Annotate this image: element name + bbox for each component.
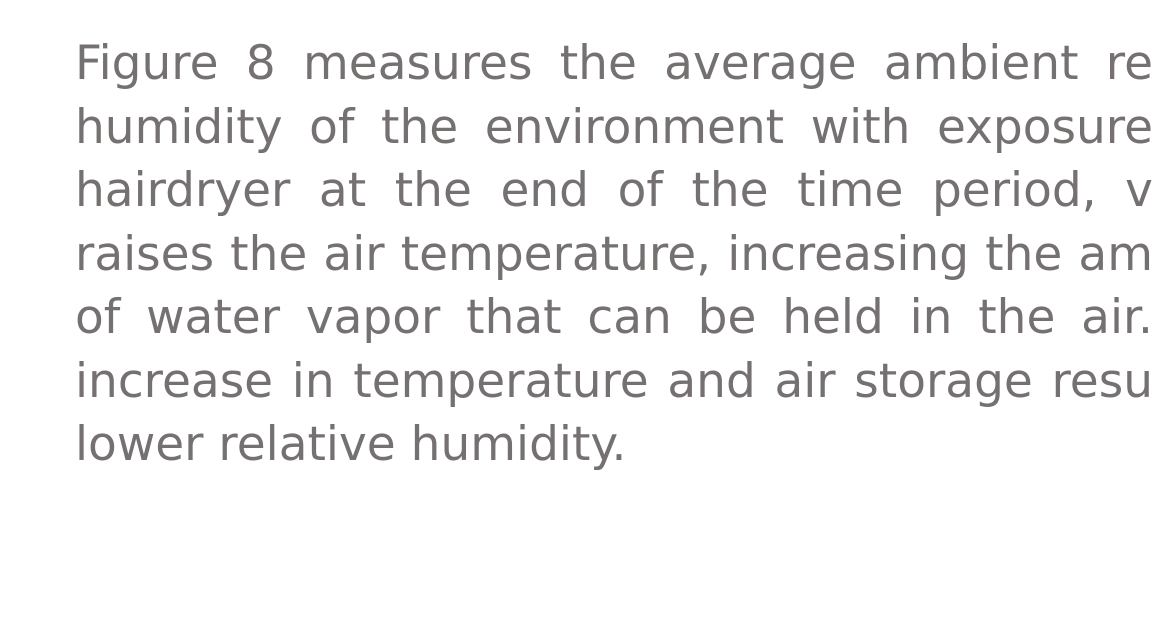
- text-line: increase in temperature and air storage …: [75, 353, 1153, 409]
- text-line: Figure 8 measures the average ambient re: [75, 36, 1153, 91]
- text-line: of water vapor that can be held in the a…: [75, 290, 1153, 345]
- text-line: humidity of the environment with exposur…: [75, 99, 1153, 155]
- text-line: hairdryer at the end of the time period,…: [75, 163, 1153, 218]
- text-line: lower relative humidity.: [75, 417, 627, 472]
- paragraph: Figure 8 measures the average ambient re…: [75, 32, 1153, 477]
- text-line: raises the air temperature, increasing t…: [75, 226, 1153, 282]
